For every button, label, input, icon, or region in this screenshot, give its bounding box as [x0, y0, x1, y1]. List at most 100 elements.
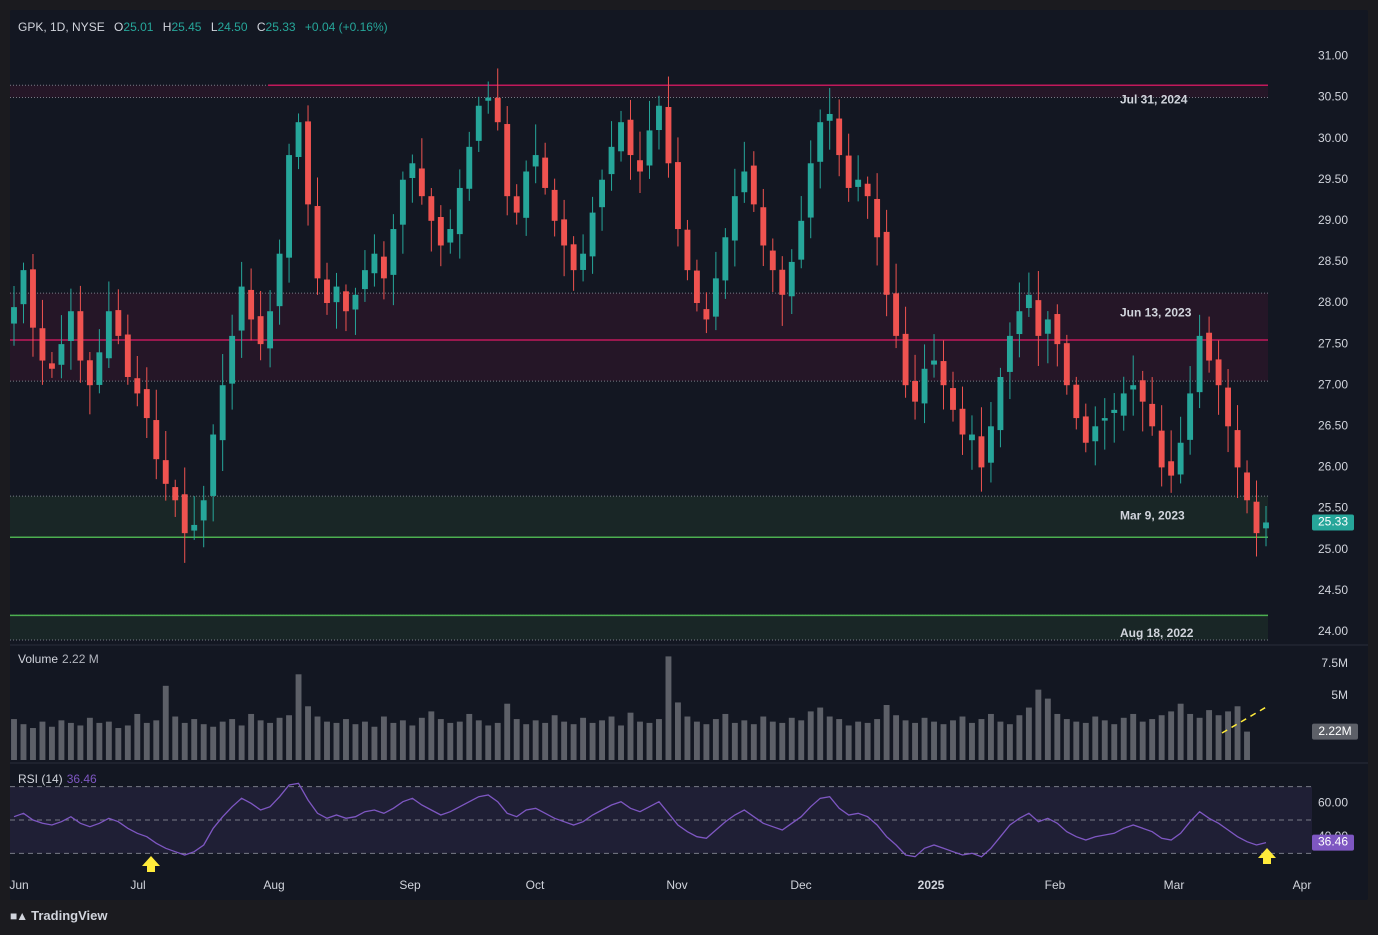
- volume-bar-4: [48, 726, 55, 760]
- candles: [11, 68, 1269, 563]
- candle-body-116: [1111, 409, 1118, 413]
- change-value: +0.04 (+0.16%): [304, 20, 388, 34]
- volume-bar-87: [836, 719, 843, 760]
- volume-bar-111: [1063, 719, 1070, 760]
- candle-body-97: [931, 360, 937, 365]
- candle-body-115: [1101, 418, 1108, 421]
- time-tick-0: Jun: [9, 878, 28, 892]
- volume-bar-21: [210, 726, 217, 760]
- candle-body-129: [1234, 430, 1241, 468]
- volume-bar-44: [428, 711, 435, 760]
- candle-body-72: [693, 270, 700, 304]
- candle-body-57: [551, 189, 558, 221]
- candle-body-124: [1187, 393, 1194, 440]
- candle-body-94: [902, 333, 909, 386]
- price-zones: [10, 84, 1268, 641]
- volume-bar-74: [712, 719, 719, 760]
- tradingview-logo[interactable]: ■▲ TradingView: [10, 908, 107, 923]
- volume-bar-9: [96, 722, 103, 760]
- volume-bar-98: [940, 724, 947, 760]
- volume-bar-72: [693, 721, 700, 760]
- volume-bar-13: [134, 713, 141, 760]
- candle-body-62: [599, 179, 606, 208]
- candle-body-21: [210, 434, 217, 496]
- price-tick-5: 28.50: [1318, 254, 1348, 268]
- volume-bar-26: [257, 720, 264, 760]
- volume-bar-93: [893, 715, 900, 760]
- candle-body-127: [1215, 359, 1222, 386]
- candle-body-59: [570, 244, 577, 271]
- price-tick-8: 27.00: [1318, 377, 1348, 391]
- volume-bar-12: [124, 725, 131, 760]
- level-zone-3: [10, 615, 1268, 640]
- volume-bar-66: [637, 721, 643, 760]
- candle-body-93: [893, 293, 900, 336]
- volume-bar-99: [950, 720, 956, 760]
- candle-body-81: [779, 269, 786, 295]
- rsi-label: RSI (14): [18, 772, 63, 786]
- candle-body-107: [1025, 294, 1032, 309]
- volume-bar-53: [513, 719, 520, 760]
- candle-body-8: [86, 360, 93, 386]
- volume-bar-7: [77, 725, 84, 760]
- price-tick-2: 30.00: [1318, 131, 1348, 145]
- volume-bar-27: [267, 722, 274, 760]
- volume-bar-96: [921, 717, 928, 760]
- time-tick-1: Jul: [130, 878, 145, 892]
- volume-bar-75: [722, 713, 729, 760]
- volume-bar-16: [162, 685, 169, 760]
- candle-body-95: [912, 380, 919, 402]
- time-tick-7: 2025: [918, 878, 945, 892]
- candle-body-54: [523, 171, 530, 218]
- candle-body-45: [437, 217, 444, 246]
- volume-bar-20: [200, 724, 207, 760]
- volume-value: 2.22 M: [62, 652, 99, 666]
- candle-body-0: [11, 307, 17, 324]
- candle-body-1: [20, 270, 27, 305]
- volume-bar-28: [276, 717, 283, 760]
- candle-body-76: [731, 196, 738, 241]
- volume-bar-77: [741, 720, 748, 760]
- candle-body-48: [466, 146, 473, 189]
- volume-bar-100: [959, 716, 966, 760]
- candle-body-91: [874, 198, 881, 238]
- candle-body-11: [115, 310, 122, 336]
- volume-bar-46: [447, 722, 454, 760]
- candle-body-43: [418, 168, 425, 197]
- candle-body-44: [428, 196, 435, 221]
- volume-bar-112: [1073, 721, 1080, 760]
- volume-bar-79: [760, 716, 767, 760]
- candle-body-55: [532, 155, 539, 167]
- volume-bar-68: [656, 719, 662, 760]
- candle-body-109: [1044, 319, 1051, 334]
- candle-body-14: [143, 389, 150, 419]
- candle-body-23: [229, 335, 236, 384]
- volume-bar-22: [219, 721, 226, 760]
- annotations: [142, 705, 1276, 872]
- candle-body-31: [305, 121, 311, 205]
- volume-bar-69: [665, 656, 672, 760]
- volume-bar-6: [67, 722, 74, 760]
- candle-body-61: [589, 212, 596, 257]
- candle-body-37: [361, 270, 368, 290]
- candle-body-119: [1139, 380, 1146, 402]
- candle-body-128: [1225, 387, 1232, 427]
- time-tick-2: Aug: [263, 878, 284, 892]
- candle-body-123: [1177, 442, 1184, 475]
- time-tick-4: Oct: [526, 878, 545, 892]
- last-rsi-label: 36.46: [1318, 835, 1348, 849]
- volume-bar-23: [229, 719, 236, 760]
- volume-bar-81: [779, 722, 786, 760]
- candle-body-56: [542, 157, 549, 188]
- volume-bar-60: [580, 717, 587, 760]
- volume-bar-61: [589, 722, 596, 760]
- level-zone-1: [10, 293, 1268, 382]
- candle-body-10: [105, 311, 112, 359]
- volume-bar-63: [608, 716, 615, 760]
- candle-body-132: [1263, 522, 1269, 529]
- tradingview-mark-icon: ■▲: [10, 908, 28, 923]
- candle-body-52: [504, 124, 511, 197]
- price-levels: Jul 31, 2024 Jun 13, 2023 Mar 9, 2023 Aug 1…: [10, 84, 1268, 640]
- volume-bar-104: [997, 721, 1004, 760]
